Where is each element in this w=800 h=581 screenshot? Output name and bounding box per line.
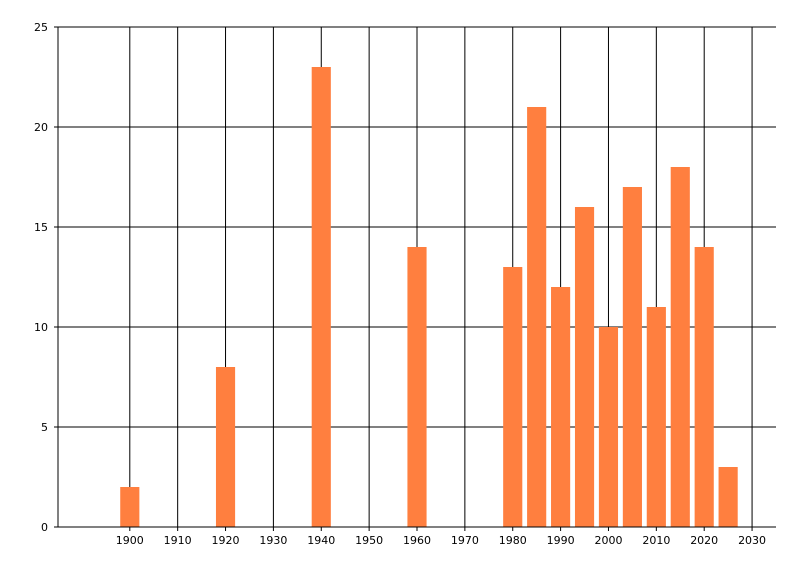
x-tick-label: 1930 <box>259 534 287 547</box>
x-tick-labels: 1900 1910 1920 1930 1940 1950 1960 1970 1980 1990… <box>116 534 766 547</box>
x-tick-label: 1940 <box>307 534 335 547</box>
bars <box>120 67 738 527</box>
bar <box>527 107 547 527</box>
x-tick-label: 1910 <box>164 534 192 547</box>
x-tick-label: 1960 <box>403 534 431 547</box>
y-tick-label: 20 <box>34 121 48 134</box>
y-tick-label: 5 <box>41 421 48 434</box>
x-tick-label: 1950 <box>355 534 383 547</box>
y-tick-label: 25 <box>34 21 48 34</box>
y-tick-label: 10 <box>34 321 48 334</box>
y-tick-label: 0 <box>41 521 48 534</box>
x-tick-label: 1990 <box>547 534 575 547</box>
bar <box>670 167 690 527</box>
x-tick-label: 1980 <box>499 534 527 547</box>
bar <box>598 327 619 527</box>
bar <box>718 467 738 527</box>
bar <box>622 187 642 527</box>
x-tick-label: 1920 <box>212 534 240 547</box>
axes <box>54 26 776 531</box>
y-tick-labels: 0 5 10 15 20 25 <box>34 21 48 534</box>
bar <box>574 207 595 527</box>
y-tick-label: 15 <box>34 221 48 234</box>
bar <box>311 67 331 527</box>
bar <box>215 367 236 527</box>
x-tick-label: 2010 <box>642 534 670 547</box>
x-tick-label: 1970 <box>451 534 479 547</box>
x-tick-label: 2020 <box>690 534 718 547</box>
bar <box>407 247 427 527</box>
x-tick-label: 1900 <box>116 534 144 547</box>
bar <box>694 247 714 527</box>
bar <box>551 287 571 527</box>
x-tick-label: 2030 <box>738 534 766 547</box>
bar <box>120 487 140 527</box>
bar <box>503 267 523 527</box>
x-tick-label: 2000 <box>594 534 622 547</box>
bar <box>646 307 666 527</box>
